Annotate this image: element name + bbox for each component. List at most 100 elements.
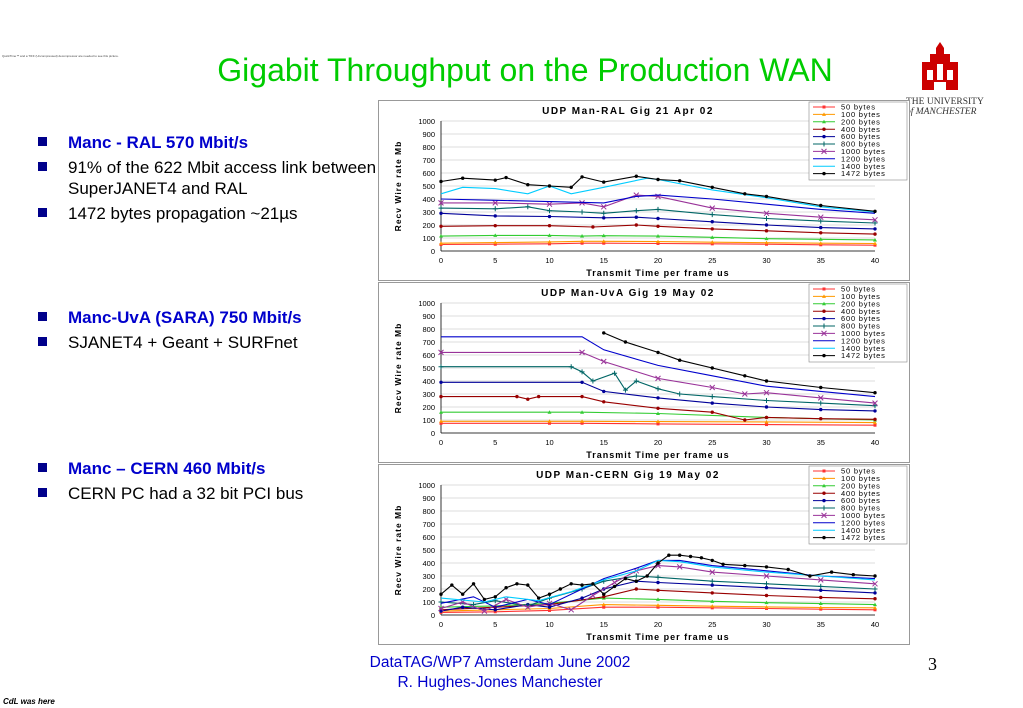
legend-label: 400 bytes — [841, 125, 881, 134]
data-point — [709, 578, 715, 584]
data-point — [678, 179, 682, 183]
data-point — [656, 422, 660, 426]
y-tick-label: 0 — [431, 611, 435, 620]
legend-label: 1000 bytes — [841, 329, 886, 338]
data-point — [633, 573, 639, 579]
data-point — [873, 391, 877, 395]
chart-title: UDP Man-UvA Gig 19 May 02 — [541, 288, 715, 299]
quicktime-note: QuickTime™ and a TIFF (Uncompressed) dec… — [2, 54, 119, 58]
data-point — [602, 216, 606, 220]
data-point — [821, 330, 827, 337]
data-point — [710, 235, 715, 239]
data-point — [547, 233, 552, 237]
data-point — [873, 409, 877, 413]
legend-label: 1200 bytes — [841, 518, 886, 527]
data-point — [764, 379, 769, 383]
university-logo — [912, 40, 982, 120]
data-point — [438, 364, 444, 370]
data-point — [439, 234, 443, 238]
y-tick-label: 100 — [422, 598, 435, 607]
y-tick-label: 800 — [422, 143, 435, 152]
data-point — [602, 241, 606, 245]
data-point — [547, 419, 552, 423]
bullet-square-icon — [38, 488, 47, 497]
data-point — [678, 553, 682, 557]
data-point — [602, 605, 606, 609]
series-line — [440, 565, 876, 612]
x-tick-label: 35 — [817, 256, 825, 265]
data-point — [568, 606, 575, 613]
chart-title: UDP Man-CERN Gig 19 May 02 — [536, 470, 720, 481]
data-point — [493, 178, 497, 182]
data-point — [580, 419, 585, 423]
data-point — [764, 223, 769, 227]
data-point — [601, 233, 606, 238]
data-point — [656, 605, 660, 609]
data-point — [492, 200, 499, 206]
data-point — [655, 574, 661, 580]
series-line — [441, 422, 876, 426]
data-point — [667, 553, 671, 557]
data-point — [764, 593, 769, 598]
data-point — [526, 397, 530, 401]
x-tick-label: 30 — [762, 256, 770, 265]
bullet-group-ral: Manc - RAL 570 Mbit/s 91% of the 622 Mbi… — [38, 132, 378, 228]
data-point — [763, 573, 770, 579]
data-point — [634, 215, 638, 219]
data-point — [656, 406, 660, 410]
data-point — [819, 588, 823, 592]
data-point — [493, 240, 498, 245]
data-point — [710, 185, 714, 189]
data-point — [656, 241, 660, 245]
data-point — [634, 223, 638, 227]
data-point — [547, 208, 552, 214]
x-tick-label: 20 — [654, 620, 662, 629]
data-point — [710, 604, 715, 608]
data-point — [461, 605, 465, 609]
bullet-group-cern: Manc – CERN 460 Mbit/s CERN PC had a 32 … — [38, 458, 378, 508]
y-tick-label: 1000 — [418, 117, 435, 126]
y-tick-label: 500 — [422, 182, 435, 191]
y-tick-label: 600 — [422, 533, 435, 542]
series-line — [440, 240, 876, 245]
data-point — [602, 592, 606, 596]
data-point — [822, 476, 826, 480]
legend-label: 50 bytes — [841, 103, 876, 112]
data-point — [438, 205, 444, 211]
data-point — [547, 223, 552, 228]
data-point — [580, 421, 584, 425]
data-point — [504, 175, 508, 180]
bullet-square-icon — [38, 137, 47, 146]
data-point — [710, 591, 714, 595]
data-point — [656, 177, 660, 182]
data-point — [656, 597, 660, 601]
data-point — [602, 595, 606, 599]
data-point — [548, 242, 551, 246]
data-point — [656, 419, 660, 424]
data-point — [822, 469, 826, 473]
data-point — [493, 223, 497, 228]
data-point — [645, 574, 649, 578]
x-tick-label: 40 — [871, 256, 879, 265]
y-tick-label: 600 — [422, 169, 435, 178]
data-point — [822, 498, 826, 503]
data-point — [526, 183, 530, 187]
data-point — [764, 565, 769, 569]
bullet-item: Manc – CERN 460 Mbit/s — [38, 458, 378, 479]
data-point — [612, 584, 617, 589]
data-point — [819, 243, 823, 247]
x-axis-label: Transmit Time per frame us — [586, 450, 729, 460]
data-point — [817, 214, 824, 221]
x-tick-label: 40 — [871, 438, 879, 447]
data-point — [515, 394, 519, 399]
y-tick-label: 600 — [422, 351, 435, 360]
data-point — [439, 419, 443, 423]
data-point — [743, 374, 747, 378]
data-point — [688, 554, 693, 559]
y-tick-label: 900 — [422, 130, 435, 139]
data-point — [764, 229, 769, 233]
data-point — [558, 587, 563, 591]
data-point — [764, 604, 769, 609]
chart-cern-svg: UDP Man-CERN Gig 19 May 0201002003004005… — [393, 465, 908, 642]
y-tick-label: 300 — [422, 390, 435, 399]
